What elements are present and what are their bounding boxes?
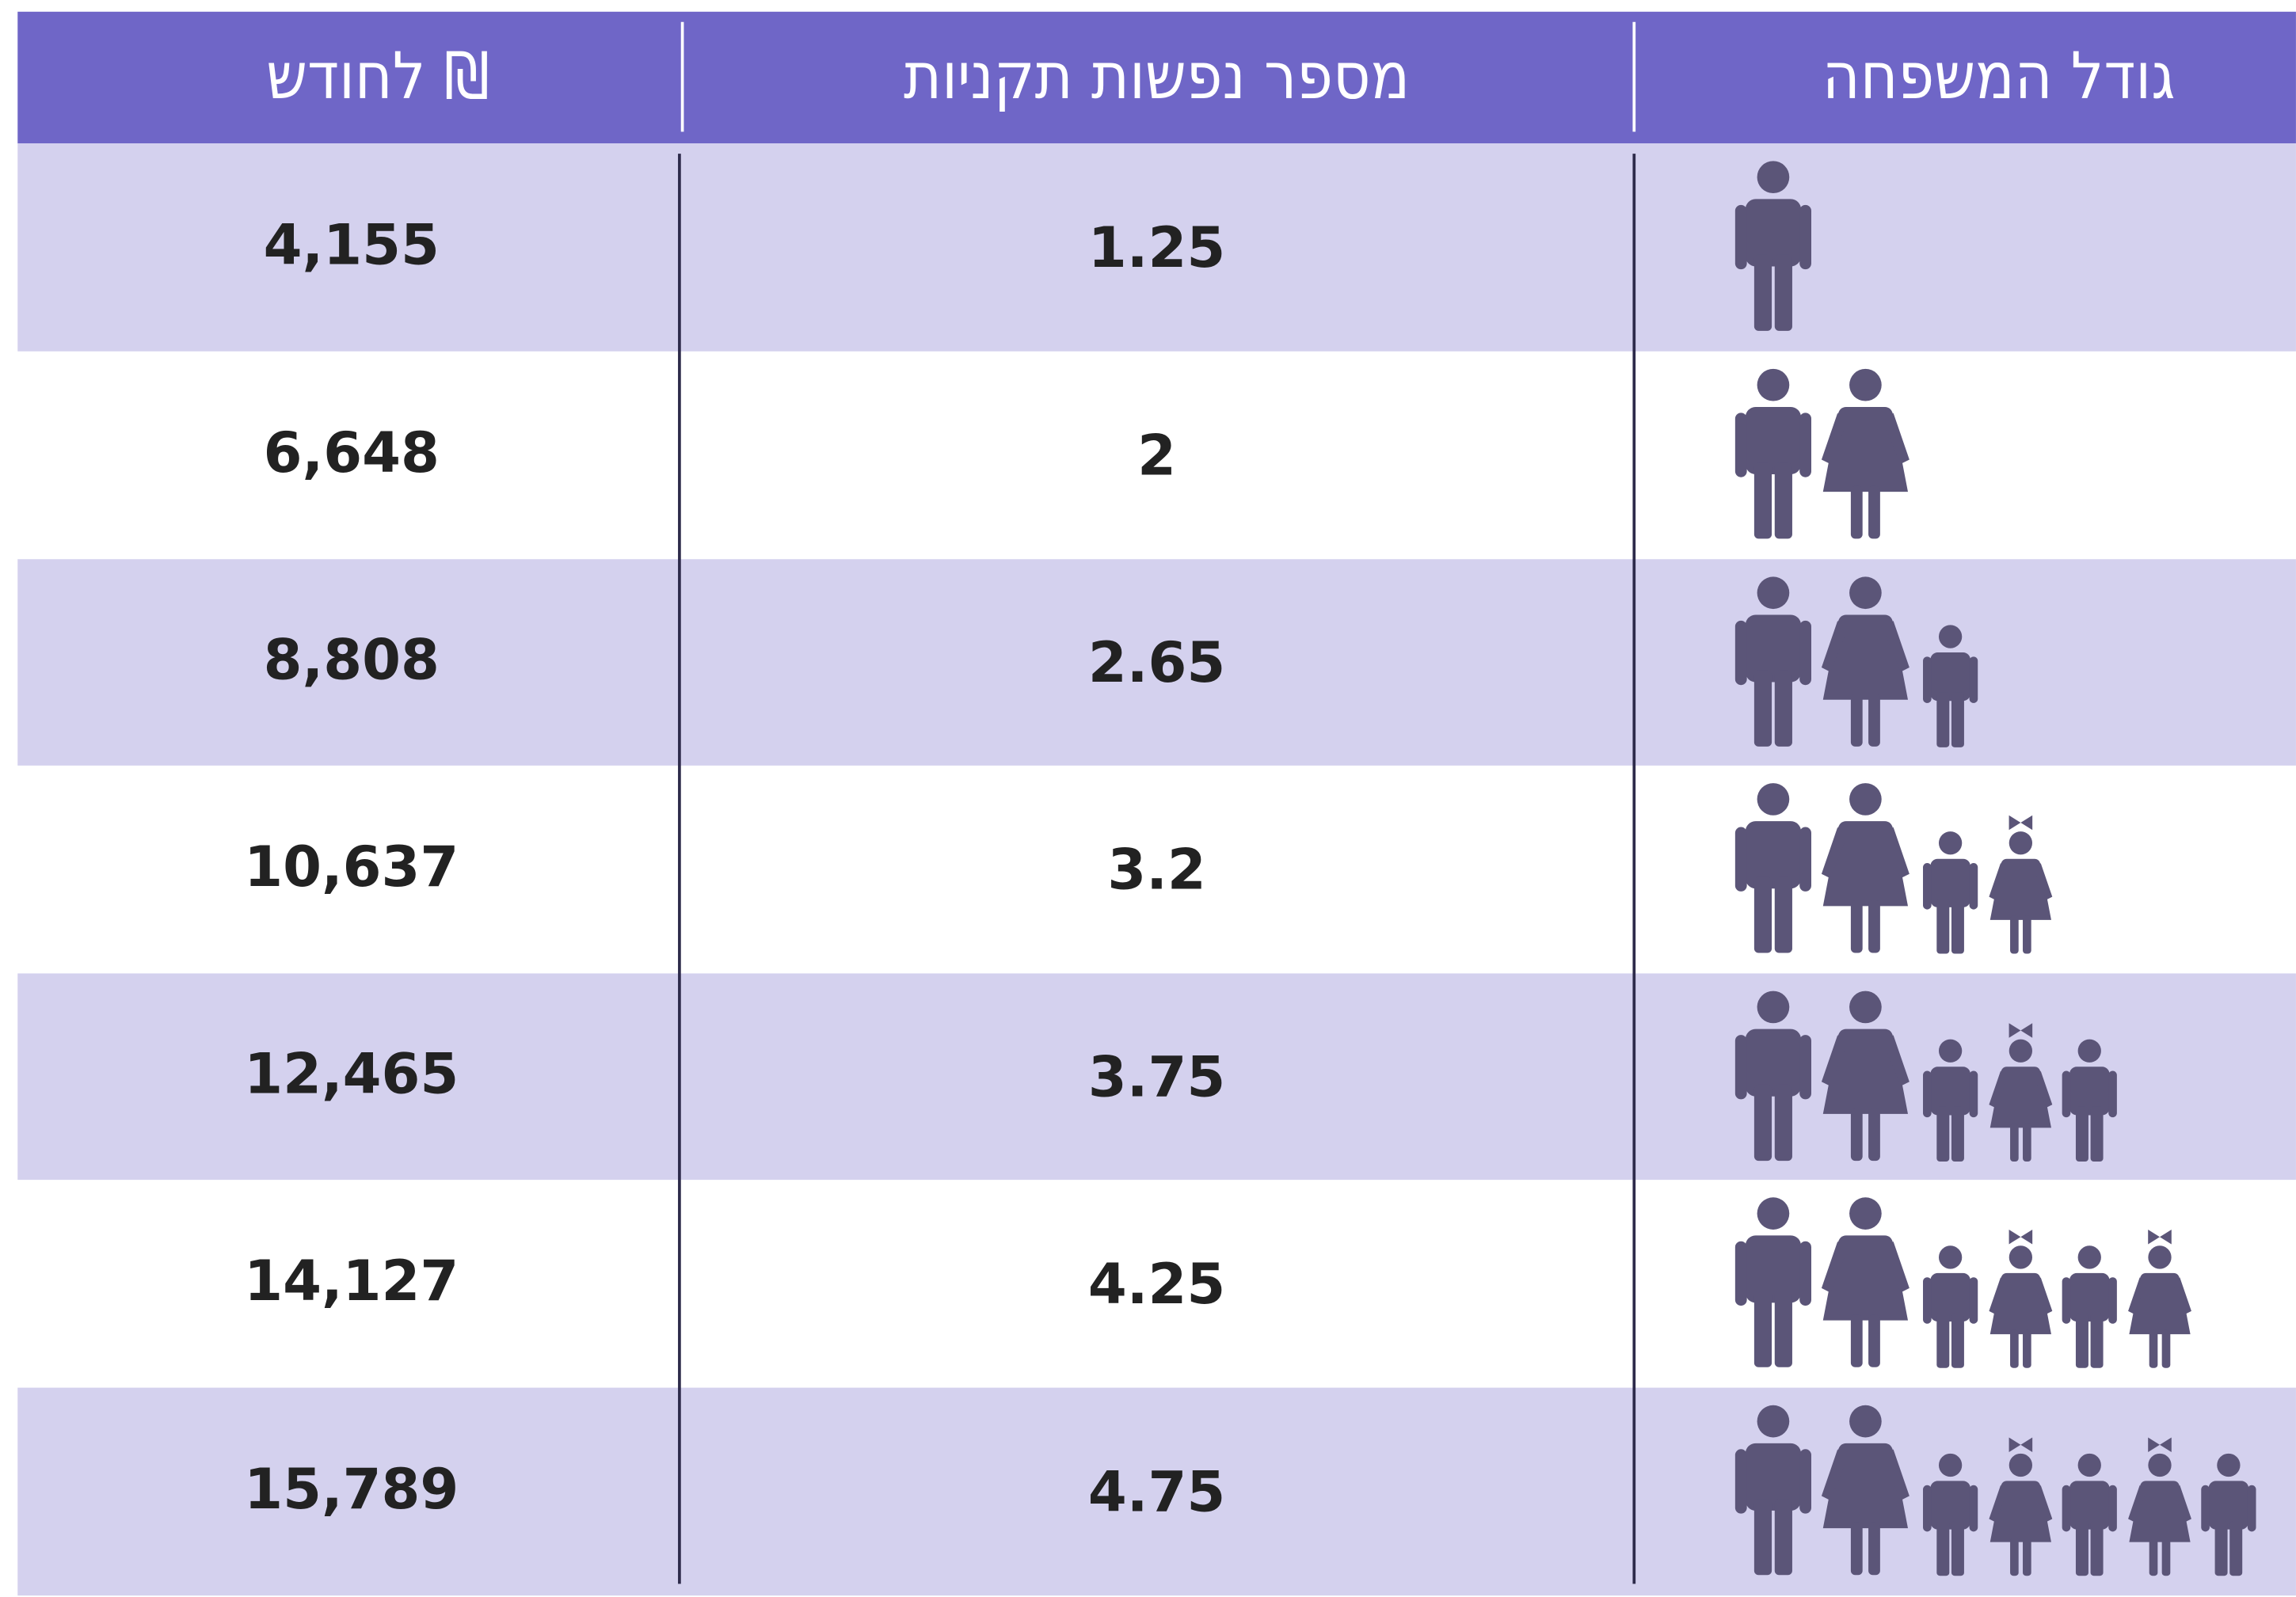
icon-girl [1989, 1230, 2052, 1368]
icon-boy [1923, 1245, 1978, 1367]
icon-man [1734, 783, 1811, 953]
income-cell: 8,808 [264, 627, 440, 692]
income-cell: 10,637 [244, 835, 459, 899]
row-bg [17, 1387, 2296, 1596]
header-bg [17, 11, 2296, 144]
icon-girl [2128, 1230, 2191, 1368]
income-cell: 6,648 [264, 420, 440, 485]
persons-cell: 4.25 [1088, 1252, 1225, 1317]
header-cell: ₪ לחודש [266, 39, 489, 114]
income-cell: 4,155 [264, 212, 440, 277]
persons-cell: 1.25 [1088, 215, 1225, 280]
header-cell: גודל המשפחה [1822, 39, 2175, 114]
icon-man [1734, 1197, 1811, 1367]
row-bg [17, 973, 2296, 1181]
persons-cell: 3.2 [1107, 838, 1205, 903]
icon-woman [1821, 368, 1910, 539]
header-cell: מספר נפשות תקניות [904, 39, 1410, 114]
persons-cell: 4.75 [1088, 1459, 1225, 1524]
row-bg [17, 559, 2296, 766]
row-bg [17, 143, 2296, 352]
income-cell: 14,127 [244, 1249, 459, 1314]
persons-cell: 3.75 [1088, 1044, 1225, 1109]
persons-cell: 2 [1137, 424, 1176, 489]
icon-boy [2062, 1245, 2117, 1367]
row-backgrounds [17, 143, 2296, 1596]
family-icons [1734, 161, 2256, 1576]
icon-man [1734, 368, 1811, 539]
persons-cell: 2.65 [1088, 630, 1225, 695]
income-cell: 15,789 [244, 1457, 459, 1522]
icon-girl [1989, 816, 2052, 954]
icon-boy [1923, 831, 1978, 953]
icon-woman [1821, 1197, 1910, 1367]
income-cell: 12,465 [244, 1042, 459, 1107]
icon-woman [1821, 783, 1910, 953]
